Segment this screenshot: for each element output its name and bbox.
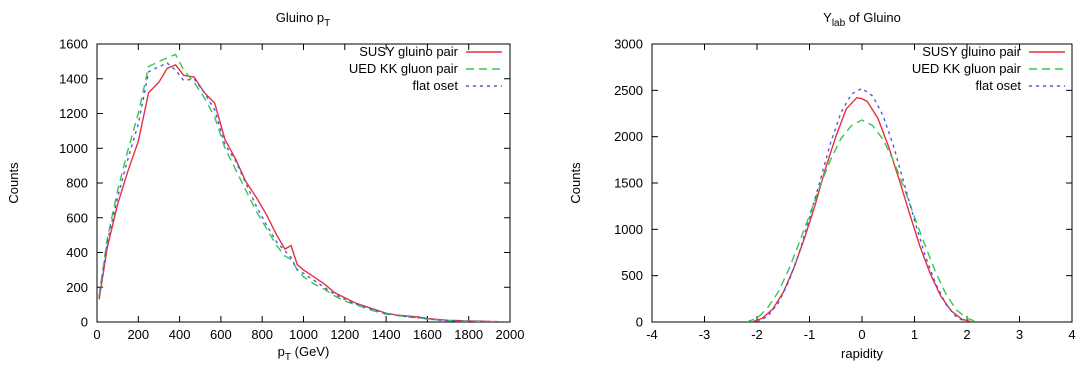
legend-label-1: SUSY gluino pair — [359, 44, 458, 59]
x-tick-label: 4 — [1068, 327, 1075, 342]
y-tick-label: 1500 — [614, 176, 643, 191]
x-tick-label: 1800 — [454, 327, 483, 342]
chart-title-subscript: T — [324, 18, 330, 29]
y-tick-label: 400 — [66, 245, 88, 260]
x-tick-label: 0 — [93, 327, 100, 342]
series-line-2 — [98, 53, 500, 322]
x-tick-label: -1 — [804, 327, 816, 342]
y-tick-label: 1200 — [59, 106, 88, 121]
x-tick-label: -3 — [699, 327, 711, 342]
y-tick-label: 1400 — [59, 71, 88, 86]
x-tick-label: 800 — [251, 327, 273, 342]
x-tick-label: 1600 — [413, 327, 442, 342]
y-tick-label: 500 — [621, 268, 643, 283]
legend-label-3: flat oset — [975, 78, 1021, 93]
legend-label-2: UED KK gluon pair — [912, 61, 1022, 76]
x-tick-label: 2 — [963, 327, 970, 342]
x-axis-label-main: rapidity — [841, 346, 883, 361]
chart-panel-2: -4 -3 -2 -1 0 1 2 3 4 0 500 1000 1500 2000 2500 3000 Yla… — [568, 10, 1076, 361]
x-tick-label: 3 — [1016, 327, 1023, 342]
chart-panel-1: 0 200 400 600 800 1000 1200 1400 1600 1800 2000 0 20… — [6, 10, 524, 363]
y-tick-label: 3000 — [614, 37, 643, 52]
x-tick-label: 600 — [210, 327, 232, 342]
x-tick-label: 1400 — [372, 327, 401, 342]
x-axis-label-main: p — [278, 344, 285, 359]
x-tick-label: 2000 — [496, 327, 525, 342]
y-tick-label: 1600 — [59, 37, 88, 52]
x-axis-label: pT (GeV) — [278, 344, 330, 363]
chart-title-main: Y — [823, 10, 832, 25]
y-tick-label: 200 — [66, 280, 88, 295]
y-tick-label: 1000 — [614, 222, 643, 237]
series-line-3 — [98, 62, 500, 322]
x-axis-label-subscript: T — [285, 352, 291, 363]
y-tick-label: 1000 — [59, 141, 88, 156]
y-tick-label: 0 — [636, 315, 643, 330]
x-tick-label: 200 — [127, 327, 149, 342]
legend-label-3: flat oset — [412, 78, 458, 93]
y-tick-label: 600 — [66, 210, 88, 225]
y-tick-label: 2500 — [614, 83, 643, 98]
chart-title-main: Gluino p — [276, 10, 324, 25]
chart-title: Ylab of Gluino — [823, 10, 901, 29]
chart-title-subscript: lab — [832, 18, 846, 29]
series-line-3 — [756, 87, 968, 322]
series-line-1 — [98, 63, 500, 322]
y-tick-label: 800 — [66, 176, 88, 191]
series-line-2 — [746, 119, 978, 322]
x-tick-label: 0 — [858, 327, 865, 342]
y-axis-label: Counts — [568, 162, 583, 204]
y-tick-label: 0 — [81, 315, 88, 330]
x-axis-label: rapidity — [841, 346, 883, 361]
x-axis-label-suffix: (GeV) — [291, 344, 329, 359]
legend-label-2: UED KK gluon pair — [349, 61, 459, 76]
x-tick-label: 400 — [169, 327, 191, 342]
x-tick-label: 1000 — [289, 327, 318, 342]
series-line-1 — [751, 96, 973, 322]
x-tick-label: -4 — [646, 327, 658, 342]
x-tick-label: 1 — [911, 327, 918, 342]
x-tick-label: -2 — [751, 327, 763, 342]
x-tick-label: 1200 — [330, 327, 359, 342]
y-tick-label: 2000 — [614, 129, 643, 144]
legend-label-1: SUSY gluino pair — [922, 44, 1021, 59]
y-axis-label: Counts — [6, 162, 21, 204]
chart-title: Gluino pT — [276, 10, 331, 29]
chart-title-suffix: of Gluino — [845, 10, 901, 25]
